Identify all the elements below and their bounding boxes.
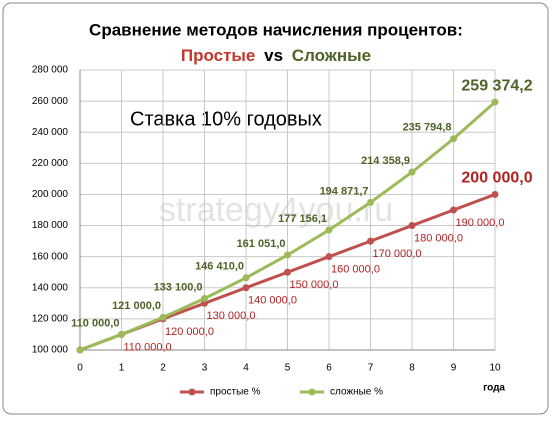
marker	[201, 295, 208, 303]
data-label: 214 358,9	[361, 155, 410, 167]
x-tick-label: 6	[326, 363, 332, 374]
x-tick-label: 8	[409, 363, 415, 374]
legend-label: простые %	[210, 387, 261, 398]
marker	[242, 274, 250, 282]
marker	[491, 98, 499, 106]
y-tick-label: 180 000	[32, 220, 69, 231]
marker	[118, 330, 125, 338]
data-label: 161 051,0	[237, 238, 286, 250]
data-label: 170 000,0	[373, 248, 422, 260]
marker	[159, 313, 167, 321]
data-label: 235 794,8	[403, 122, 452, 134]
marker	[325, 253, 333, 261]
y-tick-label: 100 000	[32, 345, 69, 356]
marker	[284, 251, 291, 259]
x-tick-label: 5	[285, 363, 291, 374]
x-tick-label: 1	[119, 363, 125, 374]
chart-subtitle: Простые vs Сложные	[181, 46, 371, 65]
marker	[491, 190, 499, 198]
data-label: 190 000,0	[456, 217, 505, 229]
marker	[201, 299, 208, 307]
watermark: strategy4you.ru	[159, 191, 393, 229]
marker	[408, 168, 416, 176]
y-tick-label: 120 000	[32, 314, 69, 325]
data-label: 133 100,0	[154, 281, 203, 293]
legend-label: сложные %	[330, 387, 383, 398]
y-tick-label: 200 000	[32, 189, 69, 200]
y-tick-label: 160 000	[32, 251, 69, 262]
marker	[76, 346, 84, 354]
data-label: 200 000,0	[461, 170, 532, 187]
data-label: 146 410,0	[195, 261, 244, 273]
data-label: 259 374,2	[461, 77, 532, 94]
marker	[408, 222, 416, 230]
data-label: 120 000,0	[165, 326, 214, 338]
data-label: 160 000,0	[331, 264, 380, 276]
data-label: 180 000,0	[414, 232, 463, 244]
y-tick-label: 140 000	[32, 282, 69, 293]
marker	[450, 206, 457, 214]
data-label: 110 000,0	[71, 317, 119, 329]
subtitle-part: Сложные	[292, 46, 371, 65]
marker	[284, 268, 291, 276]
y-tick-label: 220 000	[32, 158, 69, 169]
annotation: Ставка 10% годовых	[130, 108, 322, 130]
data-label: 130 000,0	[207, 310, 256, 322]
x-tick-label: 4	[243, 363, 249, 374]
x-tick-label: 3	[202, 363, 208, 374]
x-tick-label: 0	[77, 363, 83, 374]
y-tick-label: 260 000	[32, 96, 69, 107]
x-tick-label: 10	[489, 363, 501, 374]
marker	[325, 226, 333, 234]
y-tick-label: 240 000	[32, 127, 69, 138]
legend-marker	[308, 388, 316, 396]
data-label: 177 156,1	[278, 213, 327, 225]
data-label: 140 000,0	[248, 295, 297, 307]
data-label: 121 000,0	[112, 300, 161, 312]
data-label: 194 871,7	[320, 185, 369, 197]
x-axis-label: года	[483, 383, 505, 394]
data-label: 110 000,0	[124, 341, 172, 353]
subtitle-part: vs	[264, 46, 283, 65]
marker	[367, 198, 374, 206]
legend-marker	[188, 388, 196, 396]
y-tick-label: 280 000	[32, 65, 69, 76]
marker	[367, 237, 374, 245]
data-label: 150 000,0	[290, 279, 339, 291]
marker	[242, 284, 250, 292]
chart-title: Сравнение методов начисления процентов:	[89, 20, 463, 39]
x-tick-label: 7	[368, 363, 374, 374]
marker	[450, 135, 457, 143]
subtitle-part: Простые	[181, 46, 256, 65]
x-tick-label: 2	[160, 363, 166, 374]
x-tick-label: 9	[451, 363, 457, 374]
